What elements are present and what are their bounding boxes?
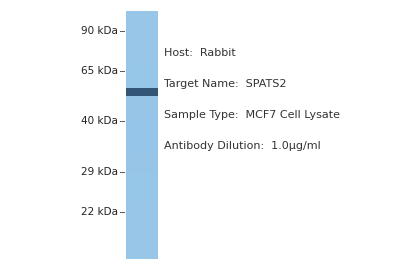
Text: Target Name:  SPATS2: Target Name: SPATS2: [164, 79, 286, 89]
Text: 65 kDa: 65 kDa: [81, 66, 118, 76]
Text: Antibody Dilution:  1.0µg/ml: Antibody Dilution: 1.0µg/ml: [164, 140, 321, 151]
Text: 29 kDa: 29 kDa: [81, 167, 118, 177]
Text: Host:  Rabbit: Host: Rabbit: [164, 48, 236, 58]
Text: 22 kDa: 22 kDa: [81, 207, 118, 217]
Text: 90 kDa: 90 kDa: [81, 26, 118, 36]
Text: Sample Type:  MCF7 Cell Lysate: Sample Type: MCF7 Cell Lysate: [164, 110, 340, 120]
Text: 40 kDa: 40 kDa: [81, 116, 118, 127]
